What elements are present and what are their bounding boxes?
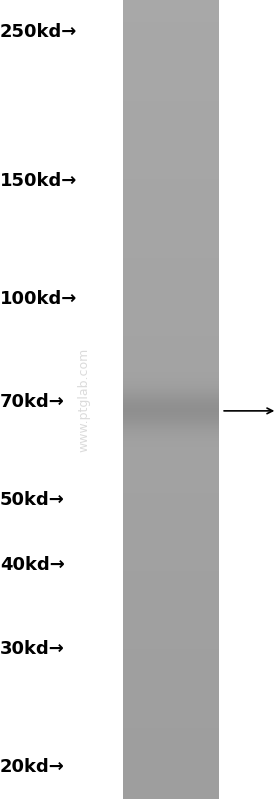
Text: 70kd→: 70kd→ [0, 393, 65, 411]
Text: www.ptglab.com: www.ptglab.com [78, 348, 90, 451]
Text: 50kd→: 50kd→ [0, 491, 65, 510]
Text: 150kd→: 150kd→ [0, 172, 77, 189]
Text: 250kd→: 250kd→ [0, 23, 77, 41]
Text: 30kd→: 30kd→ [0, 640, 65, 658]
Text: 100kd→: 100kd→ [0, 289, 77, 308]
Text: 40kd→: 40kd→ [0, 556, 65, 574]
Text: 20kd→: 20kd→ [0, 758, 65, 776]
